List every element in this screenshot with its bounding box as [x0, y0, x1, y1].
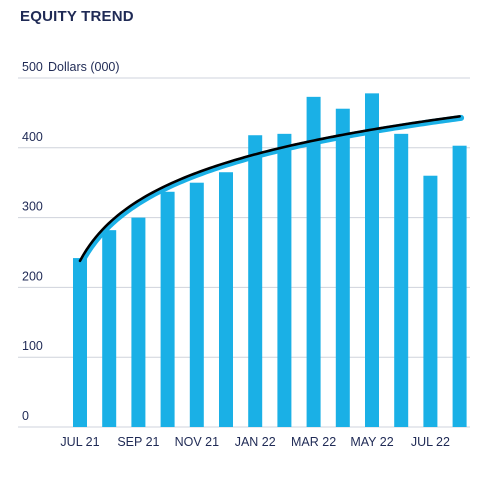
bar: [423, 175, 438, 427]
trend-line-shadow: [78, 114, 465, 266]
y-tick-label: 0: [22, 409, 29, 423]
bar: [131, 217, 146, 427]
bar: [277, 133, 292, 427]
bar: [73, 258, 87, 427]
bar: [365, 93, 379, 427]
y-tick-label: 100: [22, 339, 43, 353]
bar: [306, 96, 321, 427]
bar: [189, 182, 204, 427]
x-tick-label: JAN 22: [235, 435, 276, 449]
x-tick-label: JUL 22: [411, 435, 450, 449]
bar: [160, 191, 175, 427]
x-tick-label: MAR 22: [291, 435, 336, 449]
bar: [102, 230, 117, 427]
chart-title: EQUITY TREND: [20, 8, 134, 25]
bar: [452, 145, 467, 427]
y-axis-ticks: 0 100 200 300 400 500 Dollars (000): [22, 60, 120, 423]
x-tick-label: SEP 21: [117, 435, 159, 449]
x-tick-label: NOV 21: [175, 435, 220, 449]
y-tick-label: 200: [22, 269, 43, 283]
y-tick-label: 300: [22, 200, 43, 214]
y-tick-label: 400: [22, 130, 43, 144]
y-axis-label: Dollars (000): [48, 60, 120, 74]
trend-line-group: [78, 114, 465, 266]
x-tick-label: JUL 21: [60, 435, 99, 449]
bar: [394, 133, 409, 427]
bar: [219, 172, 233, 427]
bar: [248, 135, 263, 427]
y-tick-label: 500: [22, 60, 43, 74]
trend-line: [78, 115, 461, 263]
bar: [335, 108, 350, 427]
x-axis-ticks: JUL 21 SEP 21 NOV 21 JAN 22 MAR 22 MAY 22 JUL …: [60, 435, 450, 449]
bar-series: [73, 93, 467, 427]
x-tick-label: MAY 22: [350, 435, 393, 449]
